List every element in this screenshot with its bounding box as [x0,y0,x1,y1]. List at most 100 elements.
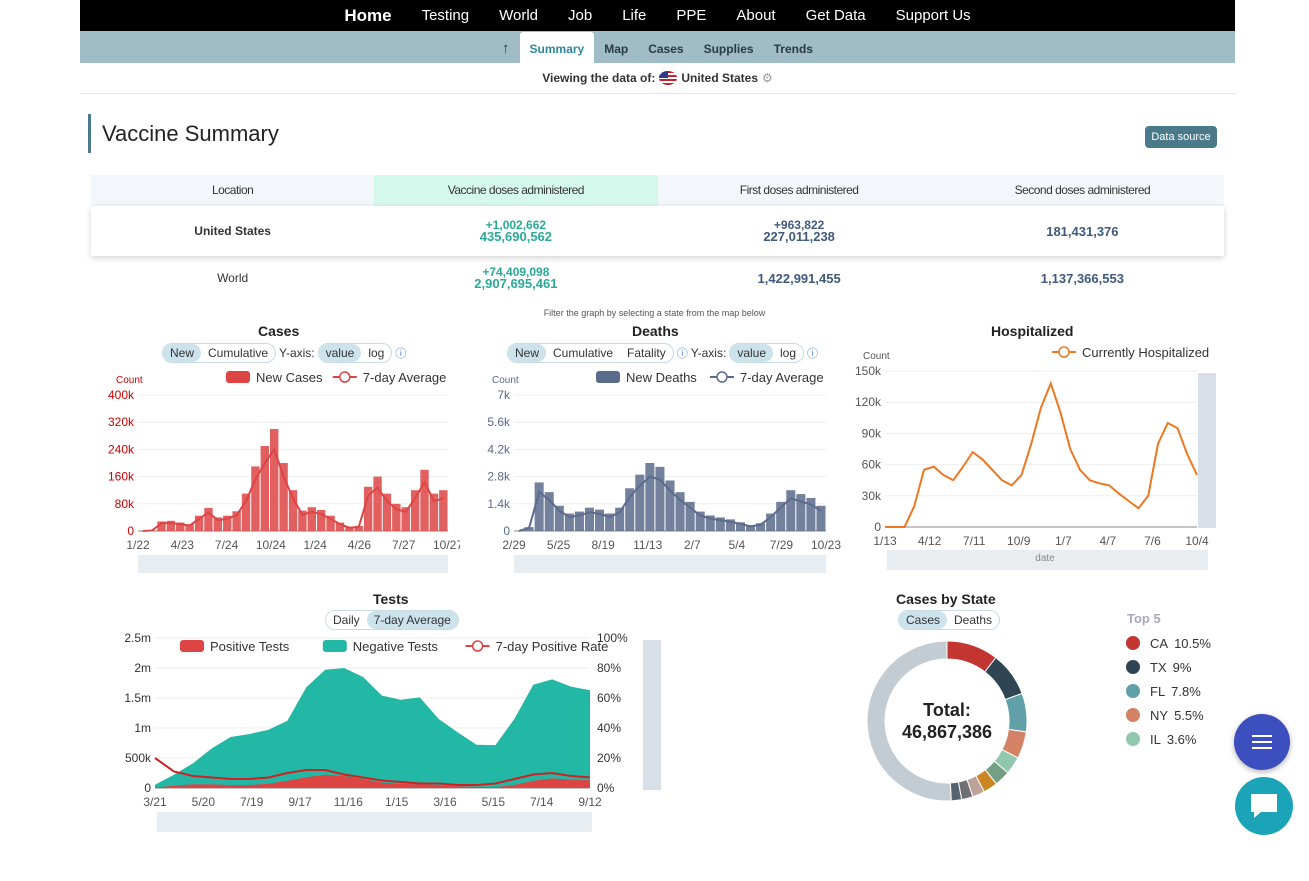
row-first: 1,422,991,455 [757,270,841,286]
bar [705,515,715,531]
tab-map[interactable]: Map [604,42,629,56]
nav-world[interactable]: World [499,7,538,24]
x-tick-label: 1/22 [126,538,150,552]
bar [715,517,725,531]
tab-trends[interactable]: Trends [773,42,813,56]
tests-title: Tests [373,591,409,607]
settings-gear-icon[interactable]: ⚙ [762,71,773,85]
menu-icon [1252,735,1272,749]
bar [260,446,270,531]
positive-tests-area [155,774,590,788]
top5-item[interactable]: IL 3.6% [1126,727,1211,751]
info-icon[interactable]: ⓘ [807,348,819,360]
nav-ppe[interactable]: PPE [676,7,707,24]
x-tick-label: 10/9 [1007,534,1031,548]
cases-value-toggle[interactable]: value [318,344,362,362]
info-icon[interactable]: ⓘ [395,348,407,360]
viewing-country[interactable]: United States [681,71,759,85]
nav-testing[interactable]: Testing [421,7,470,24]
average-line [518,475,822,532]
x-tick-label: 11/13 [633,538,662,552]
x-tick-label: 9/12 [578,795,602,809]
top5-item[interactable]: CA 10.5% [1126,631,1211,655]
viewing-label: Viewing the data of: [542,71,656,85]
zoom-slider [887,550,1208,570]
nav-support-us[interactable]: Support Us [895,7,971,24]
legend-dot-icon [1126,660,1140,674]
hospitalized-title: Hospitalized [991,323,1074,339]
zoom-handle [1198,373,1216,528]
bar [288,490,298,531]
cases-log-toggle[interactable]: log [368,346,385,360]
tests-7day-toggle[interactable]: 7-day Average [366,611,458,629]
bar [194,515,204,531]
bar [420,469,429,531]
tab-summary[interactable]: Summary [519,32,595,63]
x-tick-label: 9/17 [288,795,312,809]
nav-job[interactable]: Job [568,7,593,24]
bystate-deaths-toggle[interactable]: Deaths [954,613,993,627]
top5-pct: 3.6% [1166,731,1197,747]
bar [166,520,176,531]
tests-chart[interactable]: Positive Tests Negative Tests 7-day Positi… [100,628,680,838]
cases-new-toggle[interactable]: New [163,344,202,362]
bar [655,466,665,531]
deaths-controls: New Cumulative Fatality ⓘ Y-axis: value log… [507,343,818,363]
top5-item[interactable]: NY 5.5% [1126,703,1211,727]
col-first-doses[interactable]: First doses administered [739,183,859,197]
deaths-log-toggle[interactable]: log [780,346,797,360]
cases-by-state-chart[interactable]: Total:46,867,386 [860,636,1040,806]
hospitalized-chart[interactable]: Currently Hospitalized 0 30k 60k 90k 120k 150k… [840,340,1230,575]
y2-tick-label: 40% [597,721,621,735]
bystate-cases-toggle[interactable]: Cases [899,611,948,629]
y-tick-label: 80k [115,497,135,511]
tests-daily-toggle[interactable]: Daily [333,613,360,627]
deaths-value-toggle[interactable]: value [730,344,773,362]
chat-bubble-icon [1251,794,1277,818]
cases-by-state-title: Cases by State [896,591,996,607]
tab-supplies[interactable]: Supplies [703,42,754,56]
tab-cases[interactable]: Cases [648,42,684,56]
deaths-fatality-toggle[interactable]: Fatality [627,346,666,360]
data-source-button[interactable]: Data source [1145,126,1217,148]
x-tick-label: 10/27 [433,538,460,552]
nav-life[interactable]: Life [622,7,647,24]
top5-label: Top 5 [1127,611,1161,626]
x-tick-label: 7/29 [770,538,794,552]
bar [766,513,776,531]
col-second-doses[interactable]: Second doses administered [1014,183,1151,197]
bar [534,482,544,531]
info-icon[interactable]: ⓘ [676,348,688,360]
top5-state: TX [1150,659,1167,675]
row-second: 181,431,376 [1046,223,1119,239]
deaths-chart[interactable]: New Deaths 7-day Average 0 1.4k 2.8k 4.2k 5.6k… [476,364,846,576]
menu-fab-button[interactable] [1234,714,1290,770]
bar [745,525,756,531]
col-doses[interactable]: Vaccine doses administered [374,175,658,206]
bar [401,507,410,531]
legend-marker [1058,346,1070,358]
top5-legend: CA 10.5% TX 9% FL 7.8% NY 5.5% IL 3.6% [1126,631,1211,751]
deaths-new-toggle[interactable]: New [508,344,547,362]
top5-pct: 9% [1172,659,1192,675]
nav-about[interactable]: About [736,7,776,24]
bar [251,466,260,531]
bar [157,521,166,531]
cases-chart[interactable]: New Cases 7-day Average 0 80k 160k 240k 320k 40… [100,364,460,576]
top5-item[interactable]: FL 7.8% [1126,679,1211,703]
chat-button[interactable] [1235,777,1293,835]
legend-swatch [180,640,204,652]
bar [685,501,695,531]
cases-title: Cases [258,323,300,339]
deaths-cumulative-toggle[interactable]: Cumulative [553,346,614,360]
nav-get-data[interactable]: Get Data [805,7,866,24]
arrow-up-icon[interactable]: ↑ [502,40,510,57]
bar [756,523,766,531]
filter-hint: Filter the graph by selecting a state fr… [543,308,766,318]
y-tick-label: 120k [855,395,882,409]
bystate-controls: Cases Deaths [898,610,1001,630]
top5-item[interactable]: TX 9% [1126,655,1211,679]
cases-cumulative-toggle[interactable]: Cumulative [208,346,269,360]
nav-home[interactable]: Home [344,5,392,25]
row-first-cell: +963,822 227,011,238 [658,219,941,243]
